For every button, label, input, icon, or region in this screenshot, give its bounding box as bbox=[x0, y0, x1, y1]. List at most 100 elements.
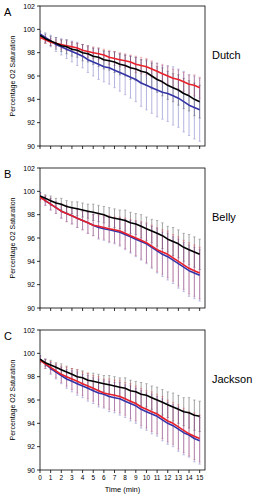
y-tick-label: 96 bbox=[27, 235, 35, 242]
error-cap bbox=[135, 101, 137, 102]
error-cap bbox=[198, 239, 200, 240]
error-cap bbox=[140, 428, 142, 429]
error-cap bbox=[108, 51, 110, 52]
error-cap bbox=[113, 87, 115, 88]
x-tick bbox=[61, 146, 62, 149]
y-tick bbox=[37, 122, 40, 123]
y-tick-label: 92 bbox=[27, 281, 35, 288]
error-cap bbox=[129, 220, 131, 221]
error-cap bbox=[92, 373, 94, 374]
error-cap bbox=[40, 200, 41, 201]
error-cap bbox=[65, 200, 67, 201]
error-cap bbox=[177, 407, 179, 408]
x-tick bbox=[71, 470, 72, 473]
error-cap bbox=[135, 381, 137, 382]
error-cap bbox=[172, 227, 174, 228]
error-cap bbox=[60, 55, 62, 56]
x-tick bbox=[103, 470, 104, 473]
error-cap bbox=[87, 204, 89, 205]
error-cap bbox=[97, 48, 99, 49]
error-cap bbox=[113, 376, 115, 377]
error-cap bbox=[60, 366, 62, 367]
error-cap bbox=[40, 199, 41, 200]
error-cap bbox=[40, 39, 41, 40]
error-cap bbox=[97, 49, 99, 50]
error-cap bbox=[167, 65, 169, 66]
error-cap bbox=[49, 210, 51, 211]
error-cap bbox=[108, 84, 110, 85]
error-cap bbox=[87, 233, 89, 234]
error-cap bbox=[198, 78, 200, 79]
error-cap bbox=[198, 417, 200, 418]
y-tick bbox=[37, 146, 40, 147]
x-tick bbox=[146, 308, 147, 311]
error-cap bbox=[103, 240, 105, 241]
y-tick bbox=[37, 284, 40, 285]
error-cap bbox=[188, 457, 190, 458]
y-tick-label: 96 bbox=[27, 397, 35, 404]
error-cap bbox=[81, 44, 83, 45]
error-cap bbox=[129, 386, 131, 387]
error-cap bbox=[71, 391, 73, 392]
error-cap bbox=[87, 401, 89, 402]
error-cap bbox=[172, 402, 174, 403]
x-tick-label: 7 bbox=[113, 474, 117, 481]
error-cap bbox=[60, 383, 62, 384]
error-cap bbox=[92, 377, 94, 378]
error-cap bbox=[40, 362, 41, 363]
error-cap bbox=[135, 57, 137, 58]
error-cap bbox=[65, 58, 67, 59]
x-tick-label: 11 bbox=[154, 474, 161, 481]
error-cap bbox=[87, 375, 89, 376]
error-cap bbox=[55, 363, 57, 364]
error-cap bbox=[172, 404, 174, 405]
error-cap bbox=[103, 375, 105, 376]
error-cap bbox=[140, 390, 142, 391]
x-tick-label: 4 bbox=[81, 474, 85, 481]
error-cap bbox=[92, 46, 94, 47]
error-cap bbox=[161, 396, 163, 397]
error-cap bbox=[151, 268, 153, 269]
error-cap bbox=[81, 372, 83, 373]
error-cap bbox=[44, 205, 46, 206]
error-cap bbox=[193, 245, 195, 246]
error-cap bbox=[161, 222, 163, 223]
y-tick bbox=[37, 76, 40, 77]
panel-title: Dutch bbox=[212, 49, 241, 61]
error-cap bbox=[156, 227, 158, 228]
error-cap bbox=[183, 397, 185, 398]
error-cap bbox=[40, 192, 41, 193]
error-cap bbox=[55, 379, 57, 380]
error-cap bbox=[97, 376, 99, 377]
error-cap bbox=[49, 46, 51, 47]
error-cap bbox=[188, 135, 190, 136]
error-cap bbox=[193, 461, 195, 462]
x-tick-label: 12 bbox=[164, 474, 172, 481]
error-cap bbox=[161, 119, 163, 120]
x-tick bbox=[82, 470, 83, 473]
error-cap bbox=[44, 368, 46, 369]
error-cap bbox=[124, 94, 126, 95]
x-tick bbox=[93, 146, 94, 149]
error-cap bbox=[87, 46, 89, 47]
error-cap bbox=[140, 221, 142, 222]
error-cap bbox=[55, 362, 57, 363]
error-cap bbox=[49, 360, 51, 361]
panel-title: Belly bbox=[212, 211, 236, 223]
error-cap bbox=[124, 417, 126, 418]
x-tick bbox=[50, 146, 51, 149]
error-cap bbox=[145, 224, 147, 225]
error-cap bbox=[81, 229, 83, 230]
error-cap bbox=[167, 121, 169, 122]
error-cap bbox=[65, 369, 67, 370]
error-cap bbox=[65, 367, 67, 368]
x-tick bbox=[50, 308, 51, 311]
error-cap bbox=[151, 433, 153, 434]
error-cap bbox=[124, 377, 126, 378]
panel-label: B bbox=[4, 168, 11, 180]
error-cap bbox=[161, 65, 163, 66]
y-tick bbox=[37, 52, 40, 53]
x-tick-label: 8 bbox=[123, 474, 127, 481]
error-cap bbox=[55, 51, 57, 52]
error-bars bbox=[40, 356, 201, 432]
